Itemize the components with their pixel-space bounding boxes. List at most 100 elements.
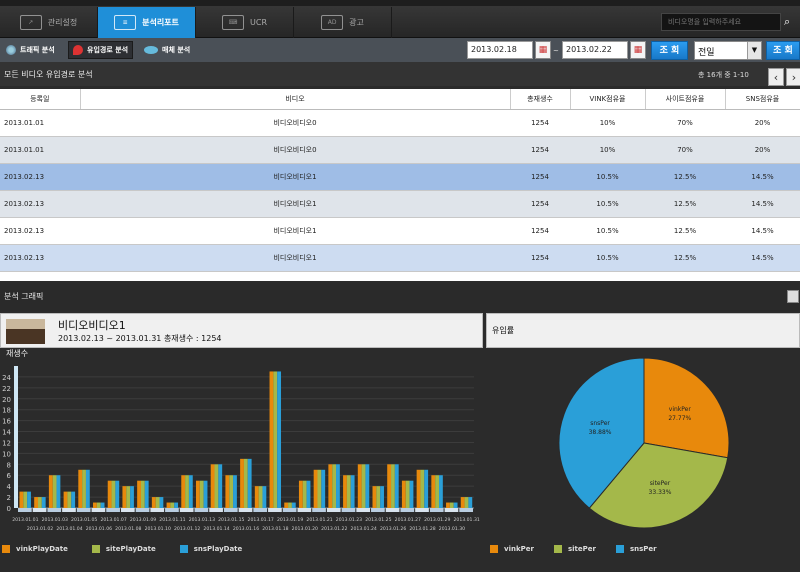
table-cell: 20% [725,136,800,164]
legend-label: sitePlayDate [105,545,156,553]
table-row[interactable]: 2013.01.01 비디오비디오0 1254 10% 70% 20% [0,109,800,137]
x-tick-label: 2013.01.21 [306,517,332,523]
x-axis-segment [150,508,165,512]
x-axis-segment [312,508,326,512]
subnav-traffic[interactable]: 트래픽 분석 [2,41,59,59]
table-cell: 2013.02.13 [0,217,80,245]
table-cell: 비디오비디오1 [80,190,510,218]
y-tick-label: 12 [2,439,11,447]
start-date-field[interactable]: 2013.02.18 [467,41,533,59]
search-button-2[interactable]: 조 회 [766,41,800,60]
table-cell: 비디오비디오1 [80,163,510,191]
section-title: 모든 비디오 유입경로 분석 [4,70,93,79]
subnav-label: 매체 분석 [162,46,191,54]
prev-page-button[interactable]: ‹ [768,68,784,86]
bar-snsPlayDate [468,497,473,508]
bar-vinkPlayDate [34,497,39,508]
bar-sitePlayDate [67,491,72,508]
bar-sitePlayDate [155,497,160,508]
x-tick-label: 2013.01.04 [56,526,82,532]
y-tick-label: 18 [2,407,11,415]
x-axis-segment [415,508,429,512]
x-tick-label: 2013.01.25 [365,517,391,523]
bar-snsPlayDate [336,464,340,508]
calendar-icon[interactable]: ▦ [535,41,551,59]
y-axis-bar [14,366,18,508]
column-header[interactable]: 등록일 [0,89,81,110]
tab-ad[interactable]: AD 광고 [294,7,392,38]
x-axis-segment [282,508,297,512]
bar-snsPlayDate [262,486,267,508]
column-header[interactable]: 사이트점유율 [645,89,726,110]
bar-vinkPlayDate [446,502,450,508]
x-axis-segment [223,508,238,512]
bar-snsPlayDate [159,497,164,508]
table-row[interactable]: 2013.01.01 비디오비디오0 1254 10% 70% 20% [0,136,800,164]
table-cell: 비디오비디오0 [80,109,510,137]
subnav-inflow[interactable]: 유입경로 분석 [68,41,134,59]
x-tick-label: 2013.01.16 [233,526,259,532]
x-tick-label: 2013.01.14 [203,526,229,532]
column-header[interactable]: SNS점유율 [725,89,800,110]
chart-icon: ↗ [19,15,42,30]
table-cell: 1254 [510,109,570,137]
y-tick-label: 0 [7,505,11,513]
table-cell: 1254 [510,136,570,164]
legend-label: snsPer [629,545,657,553]
pie-slice-sitePer [588,442,729,529]
search-button[interactable]: 조 회 [651,41,688,60]
bar-vinkPlayDate [269,371,274,508]
x-tick-label: 2013.01.20 [292,526,318,532]
bar-snsPlayDate [188,475,193,508]
x-axis-segment [18,508,32,512]
calendar-icon[interactable]: ▦ [630,41,646,59]
period-value: 전일 [698,48,715,58]
table-cell: 14.5% [725,271,800,281]
y-tick-label: 10 [2,450,11,458]
column-header[interactable]: 비디오 [80,89,511,110]
bar-snsPlayDate [100,502,105,508]
search-icon[interactable]: ⌕ [784,15,791,28]
export-icon[interactable] [787,290,799,303]
pie-value-label: 38.88% [589,429,612,436]
bar-sitePlayDate [185,475,189,508]
inflow-title: 유입률 [492,326,515,335]
bar-sitePlayDate [435,475,439,508]
video-search-input[interactable] [661,13,781,31]
column-header[interactable]: 총재생수 [510,89,571,110]
bar-vinkPlayDate [210,464,215,508]
pie-slice-vinkPer [643,357,730,459]
column-header[interactable]: VINK점유율 [570,89,646,110]
bar-sitePlayDate [449,502,454,508]
x-axis-segment [194,508,209,512]
bar-snsPlayDate [409,480,414,508]
bar-snsPlayDate [218,464,223,508]
y-tick-label: 16 [2,418,11,426]
next-page-button[interactable]: › [786,68,800,86]
bar-sitePlayDate [38,497,42,508]
x-axis-segment [165,508,179,512]
end-date-field[interactable]: 2013.02.22 [562,41,628,59]
x-tick-label: 2013.01.02 [27,526,53,532]
tab-label: 관리설정 [47,18,78,27]
tab-ucr[interactable]: ⌨ UCR [196,7,294,38]
tab-report[interactable]: ≡ 분석리포트 [98,7,196,38]
top-strip [0,0,800,6]
x-axis-segment [135,508,150,512]
table-cell: 2013.01.01 [0,136,80,164]
x-axis-segment [400,508,415,512]
table-cell: 비디오비디오1 [80,271,510,281]
bar-sitePlayDate [420,469,425,508]
x-tick-label: 2013.01.22 [321,526,347,532]
period-select[interactable]: 전일 ▼ [694,41,762,60]
x-axis-segment [238,508,253,512]
table-cell: 12.5% [645,163,725,191]
subnav-media[interactable]: 매체 분석 [140,41,194,59]
tab-settings[interactable]: ↗ 관리설정 [0,7,98,38]
inflow-card: 유입률 [486,313,800,348]
